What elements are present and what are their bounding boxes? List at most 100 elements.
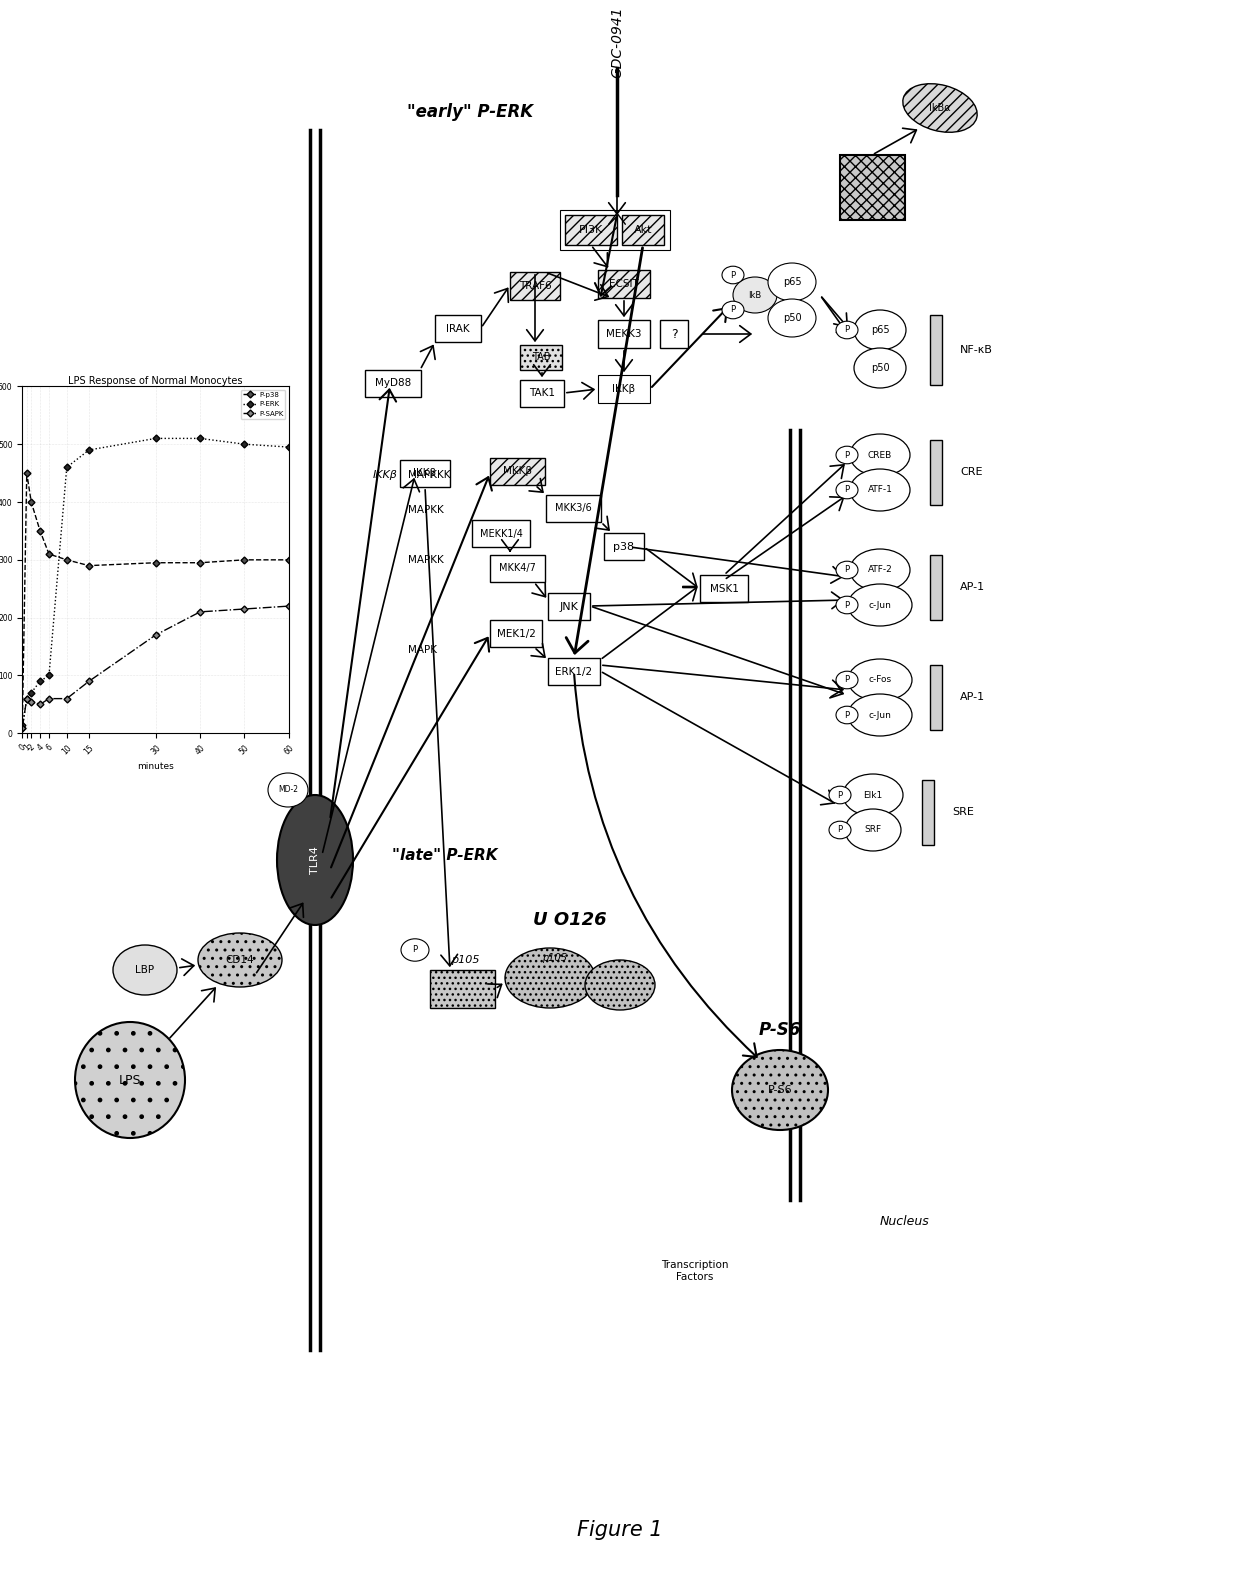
Ellipse shape — [836, 481, 858, 498]
Ellipse shape — [849, 434, 910, 476]
Text: SRF: SRF — [864, 825, 882, 834]
Ellipse shape — [844, 809, 901, 852]
Bar — [546, 495, 601, 522]
P-SAPK — [148, 626, 162, 645]
Text: Nucleus: Nucleus — [880, 1214, 930, 1228]
P-ERK — [281, 438, 296, 457]
Text: p38: p38 — [614, 541, 635, 552]
P-ERK — [20, 689, 35, 708]
Text: c-Jun: c-Jun — [868, 711, 892, 719]
Text: Transcription
Factors: Transcription Factors — [661, 1260, 729, 1282]
Text: P: P — [844, 566, 849, 574]
Ellipse shape — [830, 822, 851, 839]
Text: P: P — [844, 711, 849, 719]
Bar — [930, 315, 942, 385]
Text: p50: p50 — [782, 312, 801, 323]
Text: CRE: CRE — [960, 467, 982, 476]
Text: P: P — [844, 601, 849, 609]
Ellipse shape — [903, 84, 977, 132]
P-p38 — [60, 550, 74, 569]
Text: PI3K: PI3K — [579, 226, 603, 235]
Bar — [490, 457, 546, 486]
P-ERK — [24, 683, 38, 702]
Text: MAPKK: MAPKK — [408, 555, 444, 565]
Text: IkBα: IkBα — [929, 103, 951, 114]
Ellipse shape — [277, 795, 353, 926]
Text: MEKK1/4: MEKK1/4 — [480, 528, 522, 538]
Ellipse shape — [848, 694, 911, 736]
Bar — [598, 375, 650, 404]
Line: P-ERK: P-ERK — [20, 435, 291, 730]
Text: NF-κB: NF-κB — [960, 345, 993, 355]
Text: U O126: U O126 — [533, 912, 606, 929]
Bar — [510, 271, 560, 300]
Ellipse shape — [854, 311, 906, 350]
Text: TAB: TAB — [532, 353, 551, 363]
X-axis label: minutes: minutes — [138, 762, 174, 771]
Bar — [923, 781, 934, 845]
P-ERK — [60, 457, 74, 476]
Bar — [598, 320, 650, 349]
P-SAPK — [281, 596, 296, 615]
Text: p65: p65 — [870, 325, 889, 334]
Bar — [365, 371, 422, 397]
Ellipse shape — [836, 672, 858, 689]
Bar — [520, 380, 564, 407]
Ellipse shape — [768, 300, 816, 337]
Text: MD-2: MD-2 — [278, 785, 298, 795]
Ellipse shape — [268, 773, 308, 807]
Text: P: P — [844, 325, 849, 334]
Ellipse shape — [830, 787, 851, 804]
Title: LPS Response of Normal Monocytes: LPS Response of Normal Monocytes — [68, 375, 243, 386]
Bar — [548, 593, 590, 620]
Text: IkB: IkB — [749, 290, 761, 300]
P-SAPK — [32, 695, 47, 714]
Text: Elk1: Elk1 — [863, 790, 883, 800]
Text: IRAK: IRAK — [446, 323, 470, 333]
P-ERK — [41, 665, 56, 684]
Text: MAPKKK: MAPKKK — [408, 470, 450, 479]
Text: LPS: LPS — [119, 1074, 141, 1087]
P-ERK — [15, 718, 30, 736]
Text: P: P — [413, 946, 418, 954]
Legend: P-p38, P-ERK, P-SAPK: P-p38, P-ERK, P-SAPK — [241, 390, 285, 419]
Line: P-p38: P-p38 — [20, 470, 291, 727]
P-ERK — [32, 672, 47, 691]
Text: p50: p50 — [870, 363, 889, 374]
Bar — [560, 210, 670, 251]
P-p38 — [24, 492, 38, 511]
Bar — [930, 440, 942, 505]
Text: SRE: SRE — [952, 807, 973, 817]
Bar — [472, 520, 529, 547]
P-p38 — [15, 716, 30, 735]
Ellipse shape — [733, 278, 777, 312]
Text: "late" P-ERK: "late" P-ERK — [392, 847, 497, 863]
Text: c-Jun: c-Jun — [868, 601, 892, 609]
Text: CREB: CREB — [868, 451, 892, 459]
Text: P-S6: P-S6 — [759, 1020, 801, 1039]
Ellipse shape — [843, 774, 903, 815]
Bar — [604, 533, 644, 560]
Ellipse shape — [849, 549, 910, 591]
Bar — [430, 970, 495, 1008]
Text: ?: ? — [671, 328, 677, 341]
Text: P: P — [844, 486, 849, 495]
Text: ATF-2: ATF-2 — [868, 566, 893, 574]
Ellipse shape — [854, 349, 906, 388]
Ellipse shape — [732, 1050, 828, 1131]
P-ERK — [237, 435, 252, 454]
Ellipse shape — [198, 934, 281, 987]
Ellipse shape — [74, 1022, 185, 1139]
P-p38 — [82, 557, 97, 576]
Ellipse shape — [585, 960, 655, 1009]
Text: P: P — [730, 271, 735, 279]
Text: P-S6: P-S6 — [768, 1085, 792, 1094]
Text: JNK: JNK — [559, 601, 578, 612]
P-p38 — [237, 550, 252, 569]
P-ERK — [192, 429, 207, 448]
Text: Figure 1: Figure 1 — [577, 1520, 663, 1541]
Text: CD14: CD14 — [226, 956, 254, 965]
Bar — [490, 620, 542, 647]
Line: P-SAPK: P-SAPK — [20, 604, 291, 730]
P-SAPK — [20, 689, 35, 708]
